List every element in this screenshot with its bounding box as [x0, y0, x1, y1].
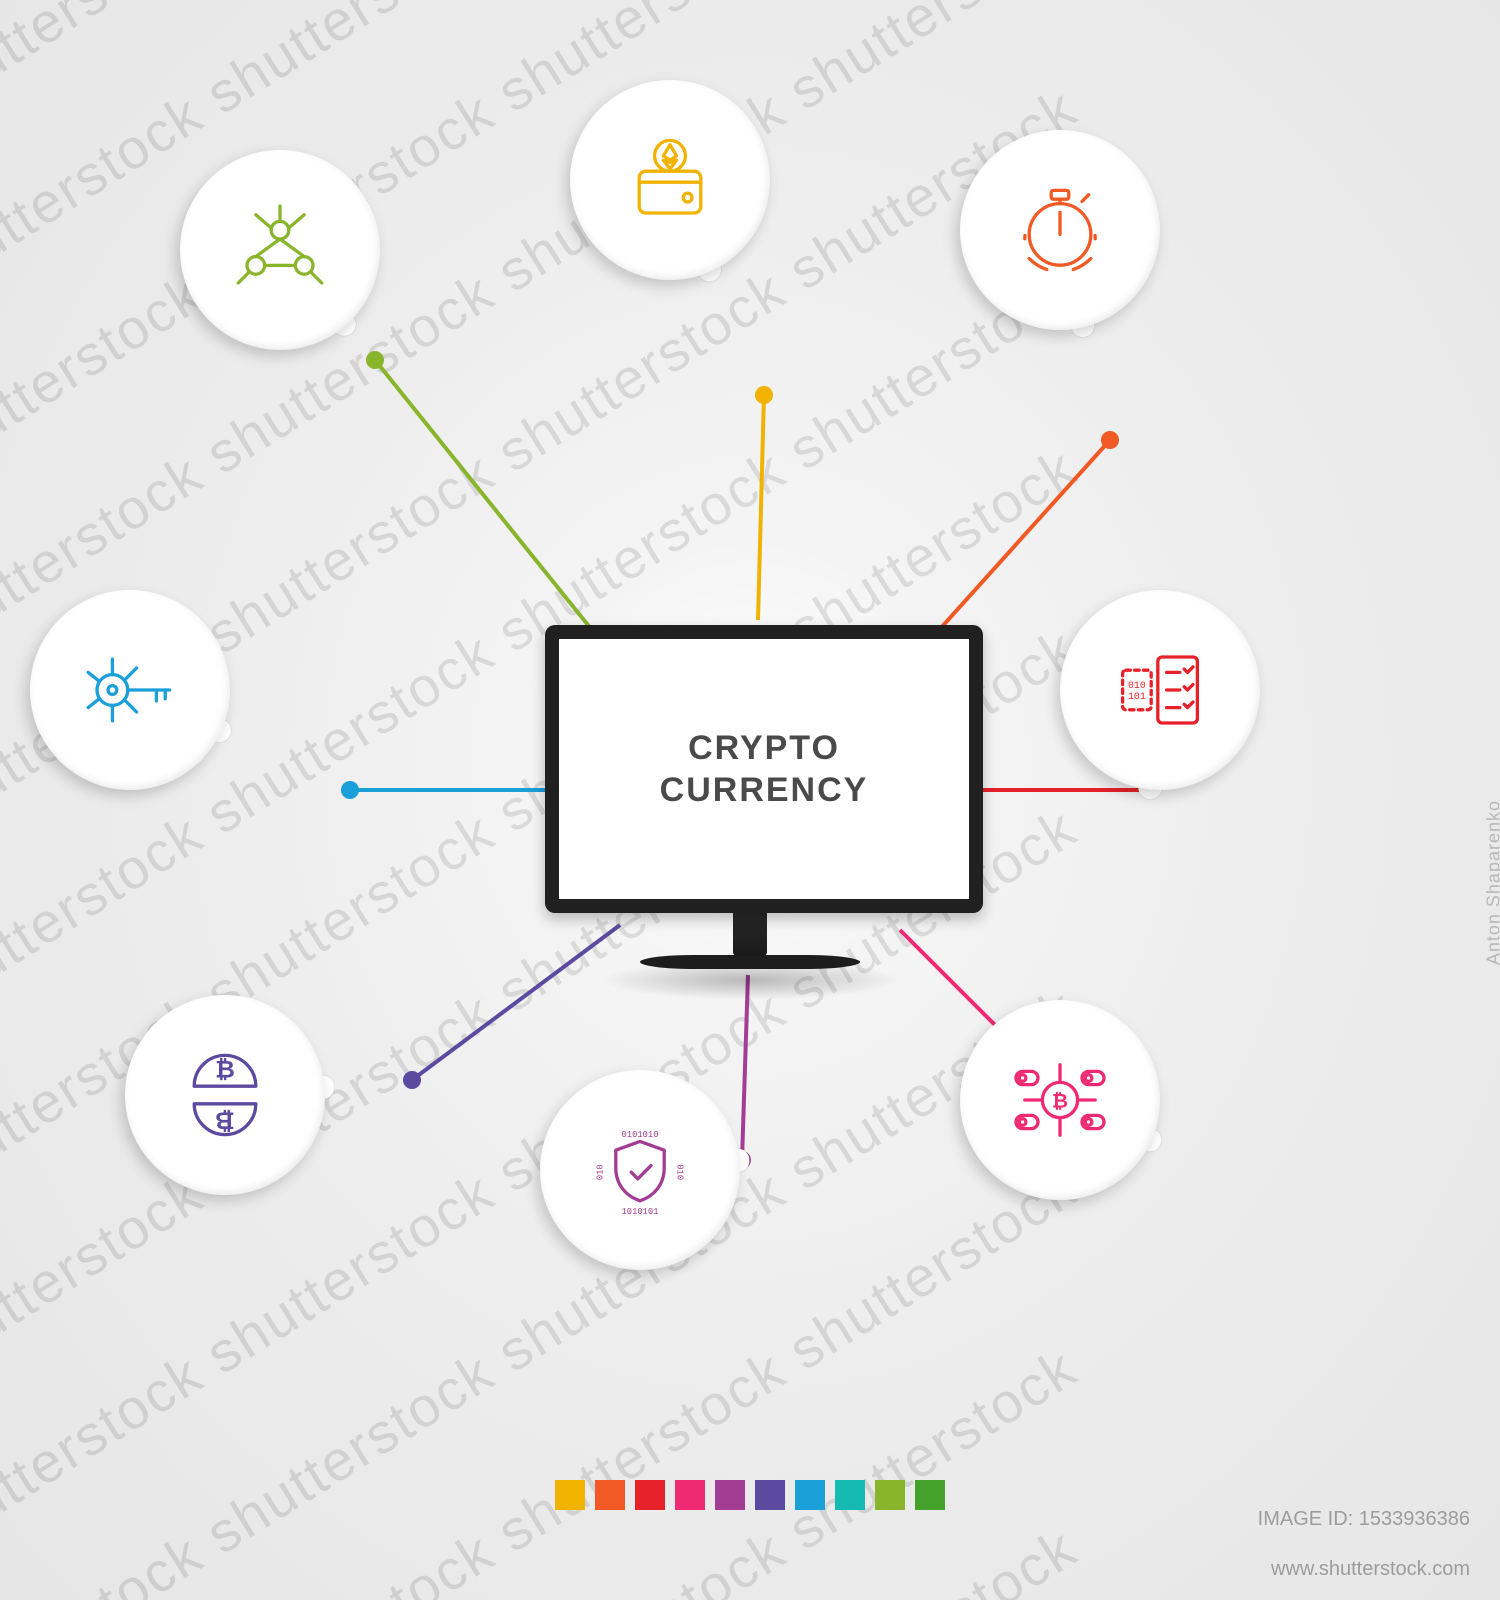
svg-text:₿: ₿: [215, 1107, 235, 1134]
watermark-row: shutterstock shutterstock shutterstock s…: [0, 1155, 1088, 1600]
svg-text:010: 010: [674, 1164, 684, 1180]
svg-text:1010101: 1010101: [622, 1207, 659, 1217]
watermark-row: shutterstock shutterstock shutterstock s…: [0, 0, 1088, 310]
watermark-row: shutterstock shutterstock shutterstock s…: [0, 0, 1088, 670]
svg-text:010: 010: [596, 1164, 606, 1180]
monitor-stand-base: [640, 955, 860, 969]
palette-swatch-3: [675, 1480, 705, 1510]
palette-swatch-7: [835, 1480, 865, 1510]
proof-of-work-shield-node: 01010101010101010010: [540, 1070, 740, 1270]
watermark-row: shutterstock shutterstock shutterstock s…: [0, 0, 1088, 130]
palette-swatch-1: [595, 1480, 625, 1510]
palette-swatch-0: [555, 1480, 585, 1510]
distributed-network-icon: [225, 195, 335, 305]
proof-of-work-shield-icon: 01010101010101010010: [585, 1115, 695, 1225]
svg-text:₿: ₿: [1052, 1091, 1068, 1113]
blockchain-bitcoin-icon: ₿: [1005, 1045, 1115, 1155]
bitcoin-halving-icon: ₿₿: [170, 1040, 280, 1150]
stock-footer: IMAGE ID: 1533936386 www.shutterstock.co…: [1258, 1482, 1470, 1582]
watermark-row: shutterstock shutterstock shutterstock s…: [0, 1335, 1088, 1600]
palette-swatch-9: [915, 1480, 945, 1510]
image-id-text: IMAGE ID: 1533936386: [1258, 1508, 1470, 1530]
private-key-node: [30, 590, 230, 790]
svg-text:101: 101: [1128, 691, 1146, 702]
center-title: CRYPTO CURRENCY: [660, 727, 869, 812]
svg-text:₿: ₿: [215, 1056, 235, 1083]
palette-swatch-4: [715, 1480, 745, 1510]
monitor-stand-neck: [733, 910, 767, 956]
bitcoin-halving-node: ₿₿: [125, 995, 325, 1195]
smart-contract-node: 010101: [1060, 590, 1260, 790]
stopwatch-mining-icon: [1005, 175, 1115, 285]
palette-swatch-8: [875, 1480, 905, 1510]
svg-text:010: 010: [1128, 680, 1146, 691]
blockchain-bitcoin-node: ₿: [960, 1000, 1160, 1200]
palette-swatch-6: [795, 1480, 825, 1510]
author-credit: Anton Shaparenko: [1484, 800, 1500, 965]
palette-swatch-5: [755, 1480, 785, 1510]
watermark-row: shutterstock shutterstock shutterstock s…: [0, 0, 1088, 490]
infographic-stage: shutterstock shutterstock shutterstock s…: [0, 0, 1500, 1600]
smart-contract-icon: 010101: [1105, 635, 1215, 745]
palette-swatches: [555, 1480, 945, 1510]
private-key-icon: [75, 635, 185, 745]
svg-text:0101010: 0101010: [622, 1130, 659, 1140]
crypto-wallet-node: [570, 80, 770, 280]
distributed-network-node: [180, 150, 380, 350]
site-url-text: www.shutterstock.com: [1271, 1558, 1470, 1580]
crypto-wallet-icon: [615, 125, 725, 235]
stopwatch-mining-node: [960, 130, 1160, 330]
center-monitor: CRYPTO CURRENCY: [545, 625, 983, 913]
watermark-row: shutterstock shutterstock shutterstock s…: [0, 1515, 1088, 1600]
palette-swatch-2: [635, 1480, 665, 1510]
